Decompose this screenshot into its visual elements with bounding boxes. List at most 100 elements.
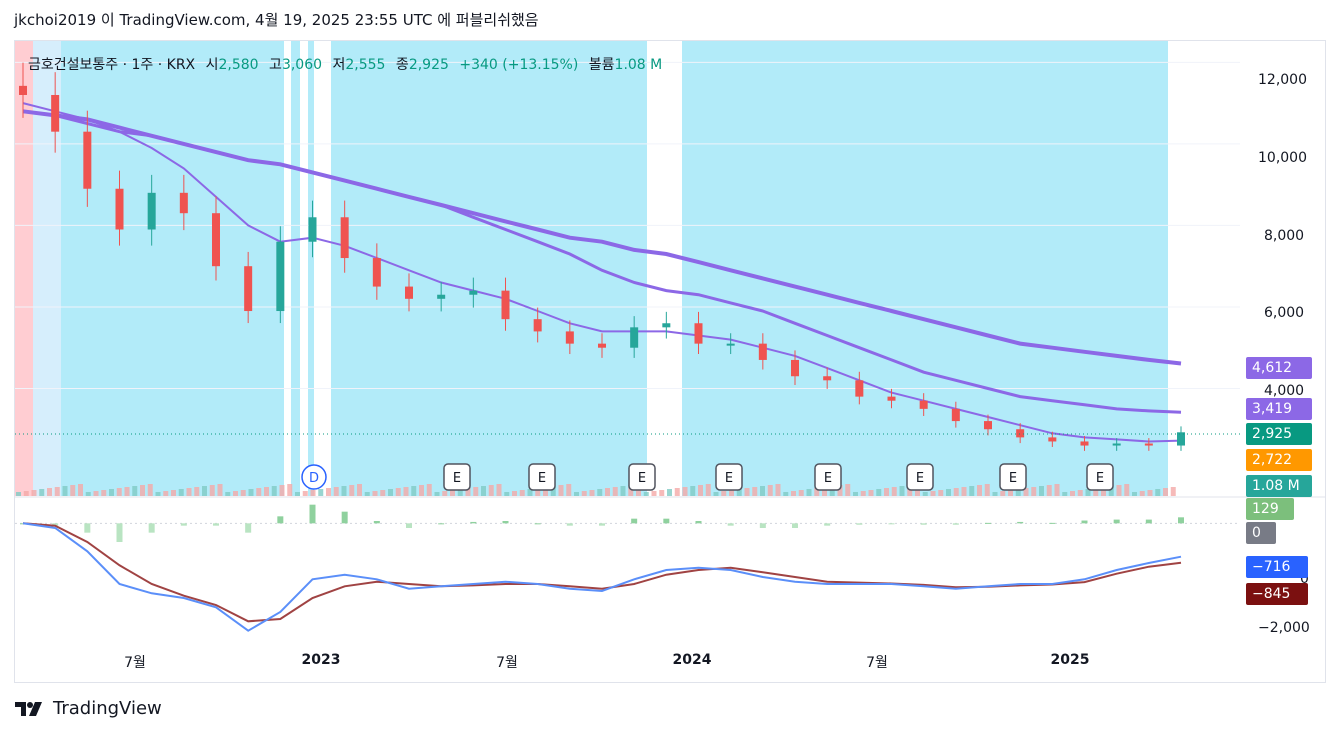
volume-bar [853,492,858,496]
volume-bar [884,488,889,496]
legend-volume-label: 볼륨 [588,57,615,73]
earnings-marker-label: E [1009,471,1017,486]
x-label-2025: 2025 [1050,652,1090,668]
legend-volume-value: 1.08 M [614,57,663,73]
volume-bar [1155,489,1161,496]
volume-bar [39,489,45,496]
candle-body [212,213,220,267]
candle-body [1112,443,1121,446]
candle-body [115,188,124,230]
volume-bar [202,486,207,496]
chart-frame[interactable] [14,40,1326,683]
candle-body [340,217,349,259]
x-label-jul-2024: 7월 [866,655,888,671]
volume-bar [736,489,742,496]
session-band [308,41,314,496]
zero-price-tag: 0 [1246,522,1276,544]
volume-bar [535,488,541,496]
macd-histogram-bar [792,523,798,528]
earnings-marker-box [999,463,1027,491]
candle-body [179,192,188,214]
volume-bar [930,491,936,496]
chart-legend[interactable]: 금호건설보통주 · 1주 · KRX 시2,580 고3,060 저2,555 … [28,54,662,74]
volume-bar [783,492,789,496]
macd-histogram-bar [759,523,766,528]
volume-bar [953,488,959,496]
legend-high-value: 3,060 [281,57,323,73]
volume-bar [178,489,184,496]
ma120-price-tag: 3,419 [1246,398,1312,420]
volume-bar [85,492,91,496]
volume-bar [442,491,448,496]
dividend-marker: D [301,464,327,490]
volume-bar [659,490,665,496]
volume-bar [372,491,378,496]
volume-bar [1039,486,1044,496]
volume-bar [1139,491,1145,496]
volume-bar [837,485,843,496]
earnings-marker-box [443,463,471,491]
macd-histogram-bar [309,504,316,524]
volume-bar [744,488,750,496]
volume-bar [543,487,548,496]
volume-bar [395,488,401,496]
candle-body [758,343,767,360]
last-close-price-tag: 2,925 [1246,423,1312,445]
volume-bar [860,491,866,496]
candle-body [83,131,92,189]
dividend-marker-label: D [309,471,319,486]
x-label-2024: 2024 [672,652,712,668]
volume-bar [558,485,564,496]
bearish-band [15,41,33,496]
volume-bar [1070,491,1075,496]
volume-bar [682,487,688,496]
volume-bar [798,490,804,496]
volume-bar [93,491,99,496]
volume-bar [1132,492,1137,496]
volume-bar [1170,487,1176,496]
candle-body [276,241,285,312]
volume-bar [806,489,812,496]
tradingview-logo[interactable]: TradingView [15,698,162,719]
volume-bar [233,491,238,496]
volume-bar [938,490,944,496]
candle-body [244,266,253,312]
volume-bar [512,491,517,496]
earnings-marker: E [999,463,1027,491]
volume-bar [256,488,262,496]
volume-bar [364,492,370,496]
tradingview-logo-text: TradingView [53,698,162,719]
candle-body [984,421,992,430]
volume-bar [690,486,696,496]
volume-bar [186,488,192,496]
macd-histogram-bar [502,521,509,524]
legend-close-label: 종 [395,57,409,73]
macd-price-tag: −716 [1246,556,1308,578]
earnings-marker: E [443,463,471,491]
volume-bar [1108,486,1114,496]
grid-lines [15,61,1240,389]
legend-symbol[interactable]: 금호건설보통주 · 1주 · KRX [28,57,196,73]
candle-body [405,286,413,299]
volume-bar [829,486,835,496]
price-tick-12000: 12,000 [1258,72,1307,88]
volume-bar [992,492,998,496]
volume-bar [457,489,463,496]
candle-body [469,290,478,295]
x-label-jul-2022: 7월 [124,655,146,671]
volume-bar [333,487,339,496]
volume-bar [357,484,362,496]
macd-histogram-bar [663,518,670,524]
earnings-marker-label: E [453,471,461,486]
macd-tick-minus-2000: −2,000 [1258,620,1310,636]
earnings-marker-box [628,463,656,491]
macd-histogram-bar [1049,522,1056,524]
volume-bar [23,491,29,496]
volume-bar [767,485,773,496]
earnings-marker-label: E [1096,471,1104,486]
macd-histogram-bar [84,523,91,533]
volume-bar [977,485,982,496]
volume-bar [132,486,138,496]
